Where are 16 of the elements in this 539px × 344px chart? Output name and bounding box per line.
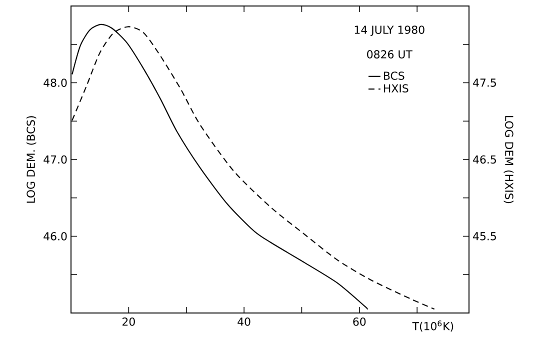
- x-tick-label: 40: [238, 318, 250, 326]
- x-tick-label: 60: [353, 318, 366, 326]
- annotation: 14 JULY 1980: [354, 26, 424, 36]
- y-tick-label: 46.0: [44, 232, 67, 240]
- y-tick-label: 48.0: [44, 78, 67, 87]
- legend-label: HXIS: [384, 84, 408, 92]
- y2-axis-title: LOG DEM (HXIS): [504, 116, 514, 204]
- annotation: 0826 UT: [367, 50, 412, 58]
- y-tick-label: 47.0: [44, 155, 67, 164]
- y2-tick-label: 45.5: [473, 232, 496, 240]
- y2-tick-label: 47.5: [473, 78, 496, 87]
- y2-tick-label: 46.5: [473, 155, 496, 164]
- x-axis-title: T(10$^{6}$K): [412, 320, 454, 332]
- legend-label: BCS: [384, 72, 404, 80]
- x-tick-label: 20: [122, 318, 135, 326]
- y-axis-title: LOG DEM. (BCS): [26, 116, 36, 203]
